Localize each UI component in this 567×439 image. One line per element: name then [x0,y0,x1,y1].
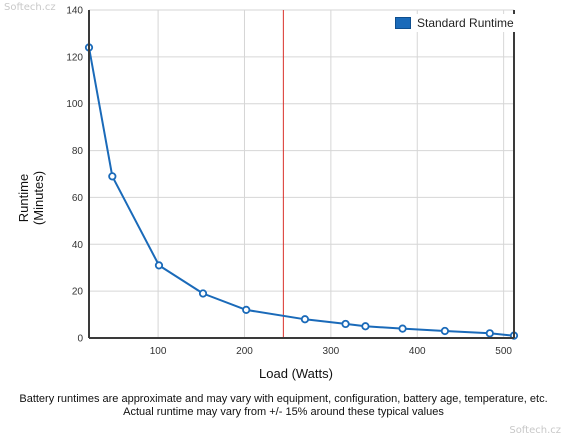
data-point [198,289,208,298]
data-point [361,322,370,331]
data-point [398,324,407,333]
y-tick-label: 140 [66,6,83,17]
legend-swatch [395,17,411,29]
plot-area [89,10,514,338]
watermark-top: Softech.cz [4,2,56,13]
y-tick-label: 100 [66,99,83,110]
data-point [341,319,350,329]
y-tick-label: 20 [72,287,84,298]
data-point [300,315,310,324]
x-axis-label: Load (Watts) [259,366,333,381]
grid-lines [89,9,514,339]
x-axis-ticks: 100 200 300 400 500 [150,346,513,357]
watermark-bottom: Softech.cz [509,425,561,436]
data-point [440,326,449,336]
y-tick-label: 80 [72,146,84,157]
plot-background [89,10,514,338]
x-tick-label: 400 [409,346,426,357]
data-point [154,261,164,270]
y-axis-ticks: 0 20 40 60 80 100 120 140 [66,6,83,345]
plot-frame [88,10,515,339]
footnote: Battery runtimes are approximate and may… [0,393,567,419]
data-point [485,329,494,338]
legend-label: Standard Runtime [417,16,514,30]
series-standard-runtime [84,43,519,340]
y-axis-label-line2: (Minutes) [31,170,46,226]
x-tick-label: 100 [150,346,167,357]
y-tick-label: 120 [66,52,83,63]
series-line [88,47,515,337]
data-point [242,305,251,314]
x-tick-label: 500 [495,346,512,357]
y-tick-label: 60 [72,193,84,204]
footnote-line2: Actual runtime may vary from +/- 15% aro… [123,406,444,418]
footnote-line1: Battery runtimes are approximate and may… [19,393,548,405]
y-tick-label: 40 [72,240,84,251]
y-tick-label: 0 [77,334,83,345]
y-axis-label: Runtime (Minutes) [16,171,46,225]
x-tick-label: 300 [323,346,340,357]
data-point [108,172,117,181]
y-axis-label-line1: Runtime [16,173,31,223]
legend: Standard Runtime [391,14,520,32]
x-tick-label: 200 [236,346,253,357]
